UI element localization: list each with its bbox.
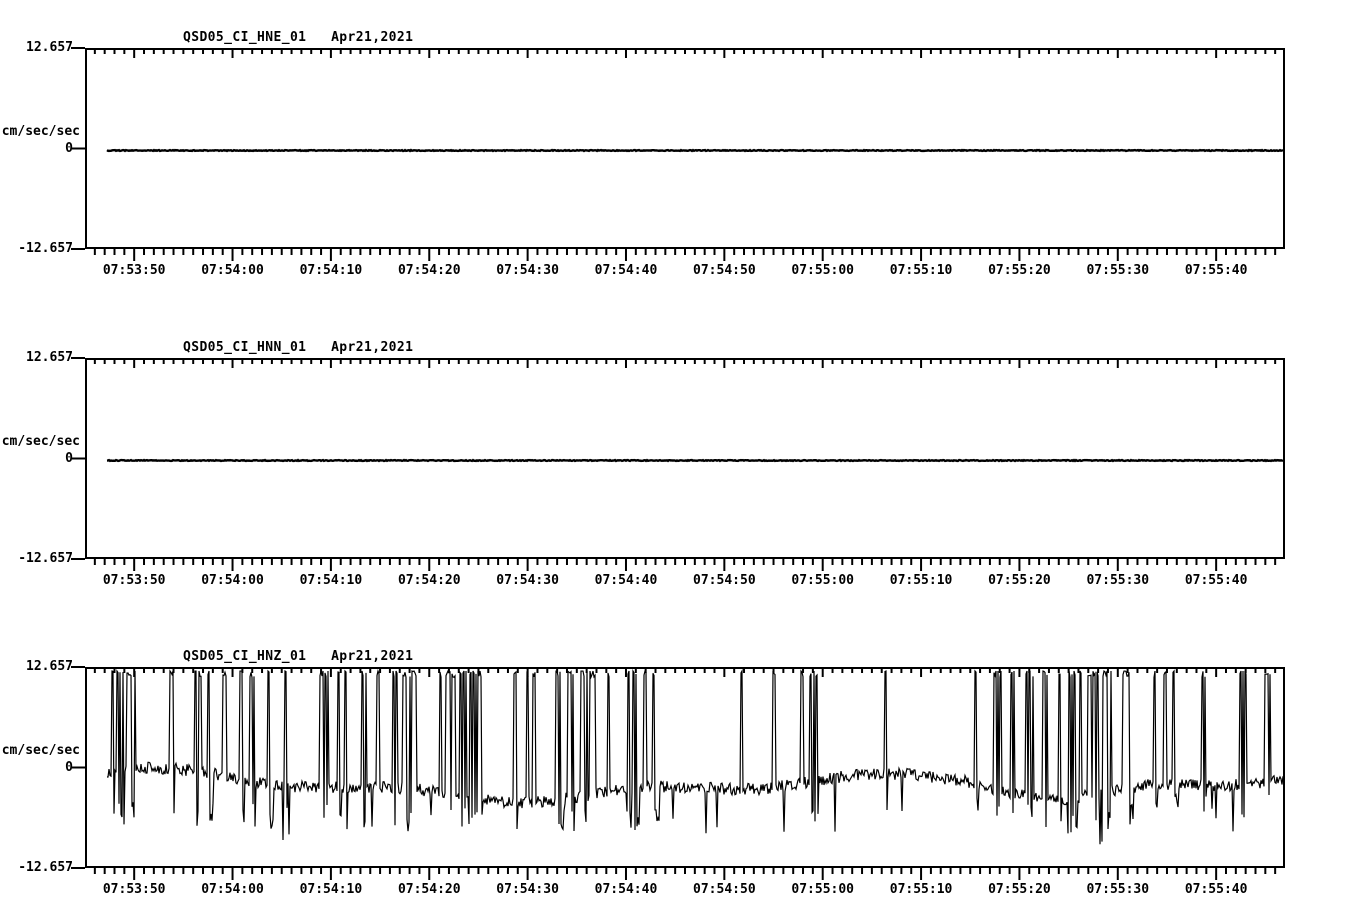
plot-area-hnn	[85, 358, 1285, 559]
y-tick-label-min-hne: -12.657	[18, 241, 73, 256]
x-tick-label-hnz-9: 07:55:20	[988, 882, 1051, 897]
y-tick-label-zero-hnz: 0	[65, 759, 73, 775]
y-axis-unit-label-hnn: cm/sec/sec	[1, 433, 80, 449]
y-axis-unit-label-hnz: cm/sec/sec	[1, 742, 80, 758]
x-tick-label-hnn-10: 07:55:30	[1086, 573, 1150, 588]
x-tick-label-hne-0: 07:53:50	[102, 263, 166, 278]
waveform-trace-hnn	[106, 458, 1283, 463]
x-tick-label-hnn-11: 07:55:40	[1184, 573, 1248, 588]
x-tick-label-hne-6: 07:54:50	[693, 263, 756, 278]
x-tick-label-hnz-10: 07:55:30	[1086, 882, 1150, 897]
y-axis-unit-label-hne: cm/sec/sec	[1, 123, 80, 139]
waveform-trace-hne	[106, 148, 1283, 153]
waveform-trace-hnz	[106, 669, 1283, 845]
x-tick-label-hnz-7: 07:55:00	[791, 882, 855, 897]
x-tick-label-hnz-5: 07:54:40	[594, 882, 658, 897]
x-tick-label-hnz-3: 07:54:20	[397, 882, 461, 897]
x-tick-label-hne-5: 07:54:40	[594, 263, 658, 278]
x-tick-label-hne-9: 07:55:20	[988, 263, 1051, 278]
y-tick-label-max-hnz: 12.657	[26, 659, 73, 674]
y-tick-label-zero-hnn: 0	[65, 450, 73, 466]
x-tick-label-hnn-0: 07:53:50	[102, 573, 166, 588]
x-tick-label-hnn-4: 07:54:30	[496, 573, 559, 588]
x-tick-label-hne-2: 07:54:10	[299, 263, 363, 278]
x-tick-label-hnn-2: 07:54:10	[299, 573, 363, 588]
x-tick-label-hnn-6: 07:54:50	[693, 573, 756, 588]
x-tick-label-hne-1: 07:54:00	[201, 263, 264, 278]
x-tick-label-hnn-3: 07:54:20	[397, 573, 461, 588]
x-tick-label-hne-11: 07:55:40	[1184, 263, 1248, 278]
x-tick-label-hne-4: 07:54:30	[496, 263, 559, 278]
plot-area-hne	[85, 48, 1285, 249]
x-tick-label-hne-7: 07:55:00	[791, 263, 855, 278]
x-tick-label-hnz-4: 07:54:30	[496, 882, 559, 897]
x-tick-label-hnz-11: 07:55:40	[1184, 882, 1248, 897]
panel-title-hnn: QSD05_CI_HNN_01 Apr21,2021	[183, 340, 414, 355]
x-tick-label-hne-10: 07:55:30	[1086, 263, 1150, 278]
x-tick-label-hne-3: 07:54:20	[397, 263, 461, 278]
x-tick-label-hnn-8: 07:55:10	[889, 573, 953, 588]
x-tick-label-hnz-0: 07:53:50	[102, 882, 166, 897]
x-tick-label-hnz-1: 07:54:00	[201, 882, 264, 897]
x-tick-label-hnn-5: 07:54:40	[594, 573, 658, 588]
x-tick-label-hnz-8: 07:55:10	[889, 882, 953, 897]
y-tick-label-max-hne: 12.657	[26, 40, 73, 55]
x-tick-label-hnn-7: 07:55:00	[791, 573, 855, 588]
panel-title-hnz: QSD05_CI_HNZ_01 Apr21,2021	[183, 649, 414, 664]
x-tick-label-hnn-1: 07:54:00	[201, 573, 264, 588]
y-tick-label-max-hnn: 12.657	[26, 350, 73, 365]
y-tick-label-min-hnn: -12.657	[18, 551, 73, 566]
panel-title-hne: QSD05_CI_HNE_01 Apr21,2021	[183, 30, 414, 45]
x-tick-label-hnn-9: 07:55:20	[988, 573, 1051, 588]
plot-area-hnz	[85, 667, 1285, 868]
x-tick-label-hnz-2: 07:54:10	[299, 882, 363, 897]
y-tick-label-min-hnz: -12.657	[18, 860, 73, 875]
x-tick-label-hne-8: 07:55:10	[889, 263, 953, 278]
x-tick-label-hnz-6: 07:54:50	[693, 882, 756, 897]
y-tick-label-zero-hne: 0	[65, 140, 73, 156]
